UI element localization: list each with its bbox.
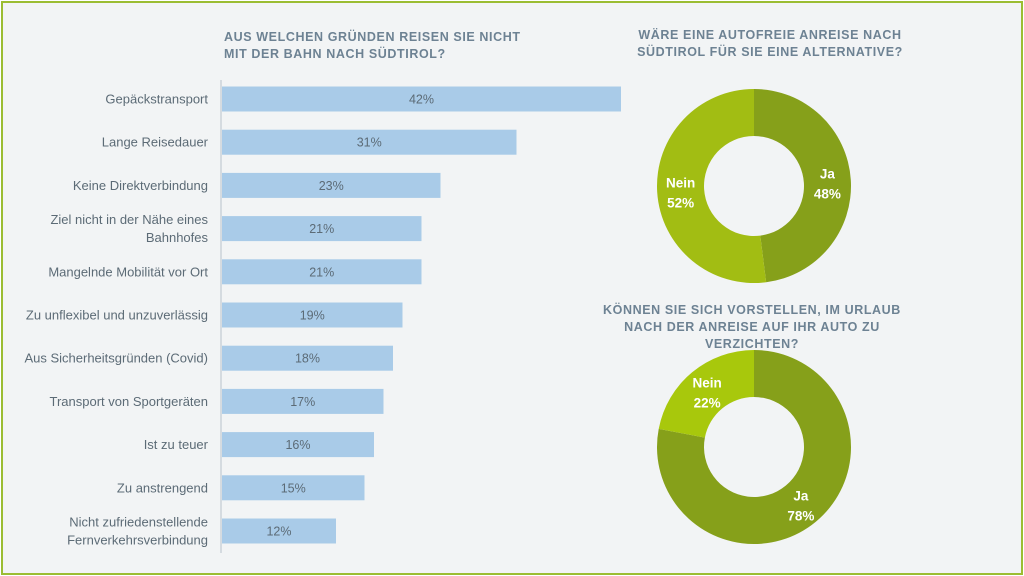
category-label: Aus Sicherheitsgründen (Covid) [24, 351, 208, 366]
bar [222, 216, 422, 242]
donut-2-label-nein: Nein 22% [693, 375, 722, 410]
donut-2-title: KÖNNEN SIE SICH VORSTELLEN, IM URLAUB NA… [603, 303, 901, 351]
category-label: Gepäckstransport [105, 92, 208, 107]
bar-value-label: 21% [309, 265, 334, 279]
bar-value-label: 16% [285, 438, 310, 452]
donut-1-title: WÄRE EINE AUTOFREIE ANREISE NACH SÜDTIRO… [637, 28, 903, 59]
category-label: Ist zu teuer [144, 437, 209, 452]
bar-value-label: 31% [357, 136, 382, 150]
bar [222, 518, 336, 544]
bar [222, 432, 374, 458]
category-label: Zu unflexibel und unzuverlässig [26, 308, 208, 323]
bar-value-label: 18% [295, 352, 320, 366]
bar [222, 345, 393, 371]
bar-value-label: 15% [281, 481, 306, 495]
bar-value-label: 12% [266, 525, 291, 539]
bar-value-label: 42% [409, 93, 434, 107]
category-label: Zu anstrengend [117, 480, 208, 495]
donut-2-label-ja: Ja 78% [787, 489, 814, 524]
donut-1-label-ja: Ja 48% [814, 166, 841, 201]
category-label: Transport von Sportgeräten [50, 394, 209, 409]
donut-2-slice-ja [656, 350, 851, 544]
category-label: Mangelnde Mobilität vor Ort [48, 264, 208, 279]
bar-value-label: 17% [290, 395, 315, 409]
bar [222, 475, 365, 501]
donut-1-label-nein: Nein 52% [666, 176, 695, 211]
bar [222, 259, 422, 285]
donut-2-slice-nein [658, 350, 754, 438]
bar-chart-title: AUS WELCHEN GRÜNDEN REISEN SIE NICHT MIT… [224, 30, 521, 61]
bar [222, 172, 441, 198]
bar [222, 129, 517, 155]
category-label: Keine Direktverbindung [73, 178, 208, 193]
category-label: Lange Reisedauer [102, 135, 209, 150]
donut-1-slice-nein [657, 89, 767, 284]
bar [222, 388, 384, 414]
bar-value-label: 21% [309, 222, 334, 236]
bar-value-label: 19% [300, 309, 325, 323]
category-label: Ziel nicht in der Nähe eines Bahnhofes [50, 212, 208, 245]
bar-value-label: 23% [319, 179, 344, 193]
category-label: Nicht zufriedenstellende Fernverkehrsverb… [67, 515, 208, 548]
donut-1-slice-ja [754, 89, 852, 283]
bar [222, 302, 403, 328]
bar [222, 86, 621, 112]
